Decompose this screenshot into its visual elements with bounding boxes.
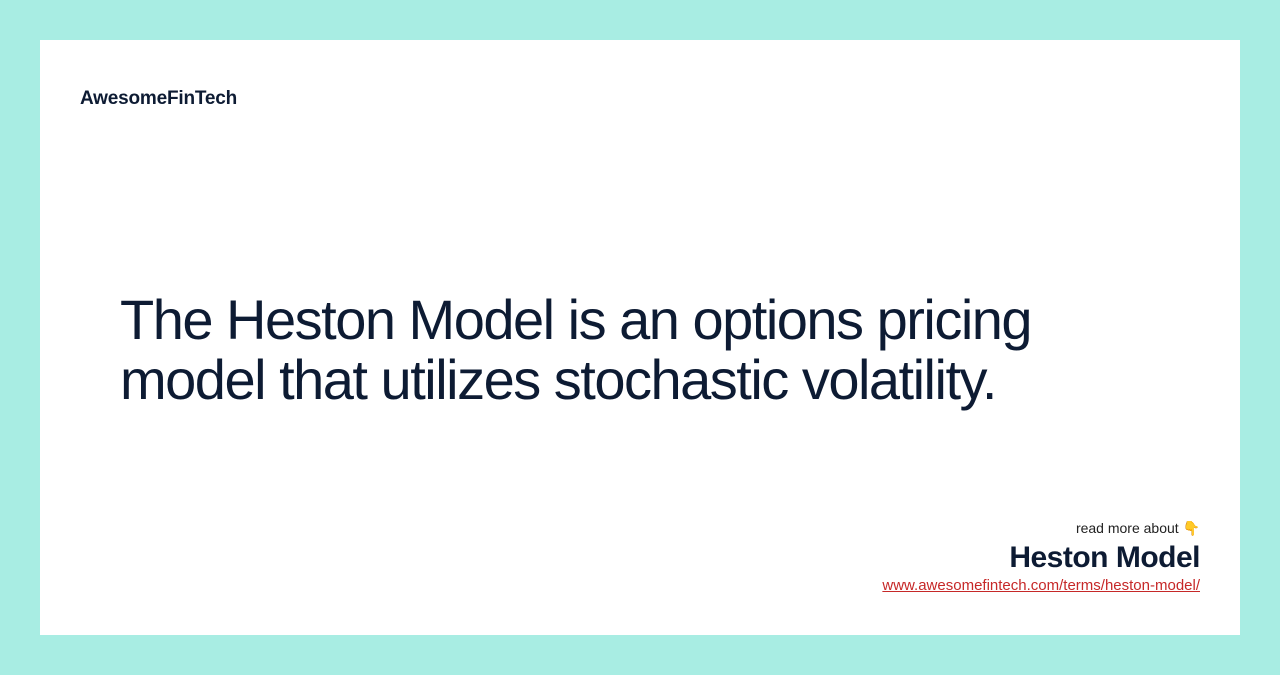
content-card: AwesomeFinTech The Heston Model is an op… [40, 40, 1240, 635]
page-background: AwesomeFinTech The Heston Model is an op… [0, 0, 1280, 675]
brand-logo: AwesomeFinTech [80, 88, 1200, 110]
source-url-link[interactable]: www.awesomefintech.com/terms/heston-mode… [882, 577, 1200, 594]
topic-title: Heston Model [882, 541, 1200, 575]
footer-block: read more about 👇 Heston Model www.aweso… [882, 520, 1200, 595]
read-more-label: read more about 👇 [882, 520, 1200, 537]
headline-text: The Heston Model is an options pricing m… [120, 290, 1160, 411]
